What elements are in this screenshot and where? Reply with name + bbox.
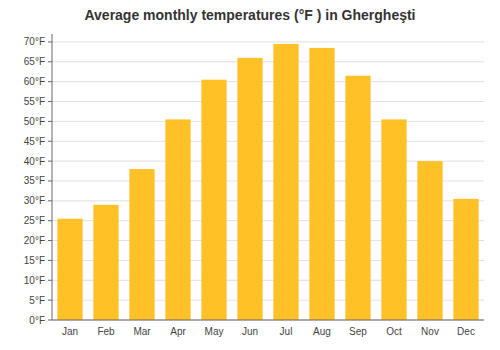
grid-line — [52, 41, 484, 42]
tick-mark — [48, 300, 52, 301]
tick-label: 25°F — [24, 215, 45, 226]
tick-label: Nov — [421, 326, 439, 337]
tick-mark — [48, 200, 52, 201]
tick-label: Mar — [133, 326, 151, 337]
tick-label: 0°F — [29, 315, 45, 326]
tick-label: Feb — [97, 326, 115, 337]
bar — [453, 199, 478, 320]
tick-label: 45°F — [24, 136, 45, 147]
y-axis: 0°F 5°F 10°F 15°F 20°F 25°F 30°F 35°F 40°F 45°F 50… — [24, 34, 52, 326]
tick-label: Apr — [170, 326, 186, 337]
grid-line — [52, 320, 484, 321]
tick-mark — [48, 141, 52, 142]
tick-label: 55°F — [24, 96, 45, 107]
tick-label: 10°F — [24, 275, 45, 286]
tick-label: 5°F — [29, 295, 45, 306]
bar — [417, 161, 442, 320]
tick-label: May — [205, 326, 224, 337]
tick-label: 40°F — [24, 156, 45, 167]
bar — [237, 58, 262, 320]
tick-label: 15°F — [24, 255, 45, 266]
bar — [345, 76, 370, 320]
axis-line — [52, 320, 484, 321]
grid — [52, 42, 484, 320]
tick-label: 35°F — [24, 175, 45, 186]
tick-label: Oct — [386, 326, 402, 337]
grid-line — [52, 121, 484, 122]
tick-label: Dec — [457, 326, 475, 337]
tick-label: Jul — [280, 326, 293, 337]
tick-mark — [48, 320, 52, 321]
tick-label: 65°F — [24, 56, 45, 67]
tick-mark — [48, 41, 52, 42]
tick-mark — [48, 61, 52, 62]
bar — [201, 80, 226, 320]
grid-line — [52, 101, 484, 102]
grid-line — [52, 141, 484, 142]
chart: Average monthly temperatures (°F ) in Gh… — [0, 0, 500, 350]
grid-line — [52, 81, 484, 82]
tick-mark — [48, 280, 52, 281]
tick-label: Aug — [313, 326, 331, 337]
bar — [273, 44, 298, 320]
tick-mark — [48, 240, 52, 241]
tick-label: Jan — [62, 326, 78, 337]
tick-mark — [48, 220, 52, 221]
tick-mark — [48, 101, 52, 102]
bar — [57, 219, 82, 320]
bars — [57, 44, 478, 320]
axis-line — [52, 34, 53, 320]
tick-label: 20°F — [24, 235, 45, 246]
tick-mark — [48, 260, 52, 261]
bar — [309, 48, 334, 320]
bar — [381, 119, 406, 320]
tick-mark — [48, 180, 52, 181]
tick-label: Jun — [242, 326, 258, 337]
title: Average monthly temperatures (°F ) in Gh… — [84, 7, 415, 23]
tick-label: 50°F — [24, 116, 45, 127]
bar — [129, 169, 154, 320]
grid-line — [52, 61, 484, 62]
tick-mark — [48, 161, 52, 162]
tick-label: 60°F — [24, 76, 45, 87]
tick-label: 70°F — [24, 36, 45, 47]
tick-mark — [48, 121, 52, 122]
tick-mark — [48, 81, 52, 82]
bar — [93, 205, 118, 320]
bar — [165, 119, 190, 320]
x-axis: Jan Feb Mar Apr May Jun Jul Aug Sep Oct Nov Dec — [52, 320, 484, 337]
tick-label: 30°F — [24, 195, 45, 206]
tick-label: Sep — [349, 326, 367, 337]
